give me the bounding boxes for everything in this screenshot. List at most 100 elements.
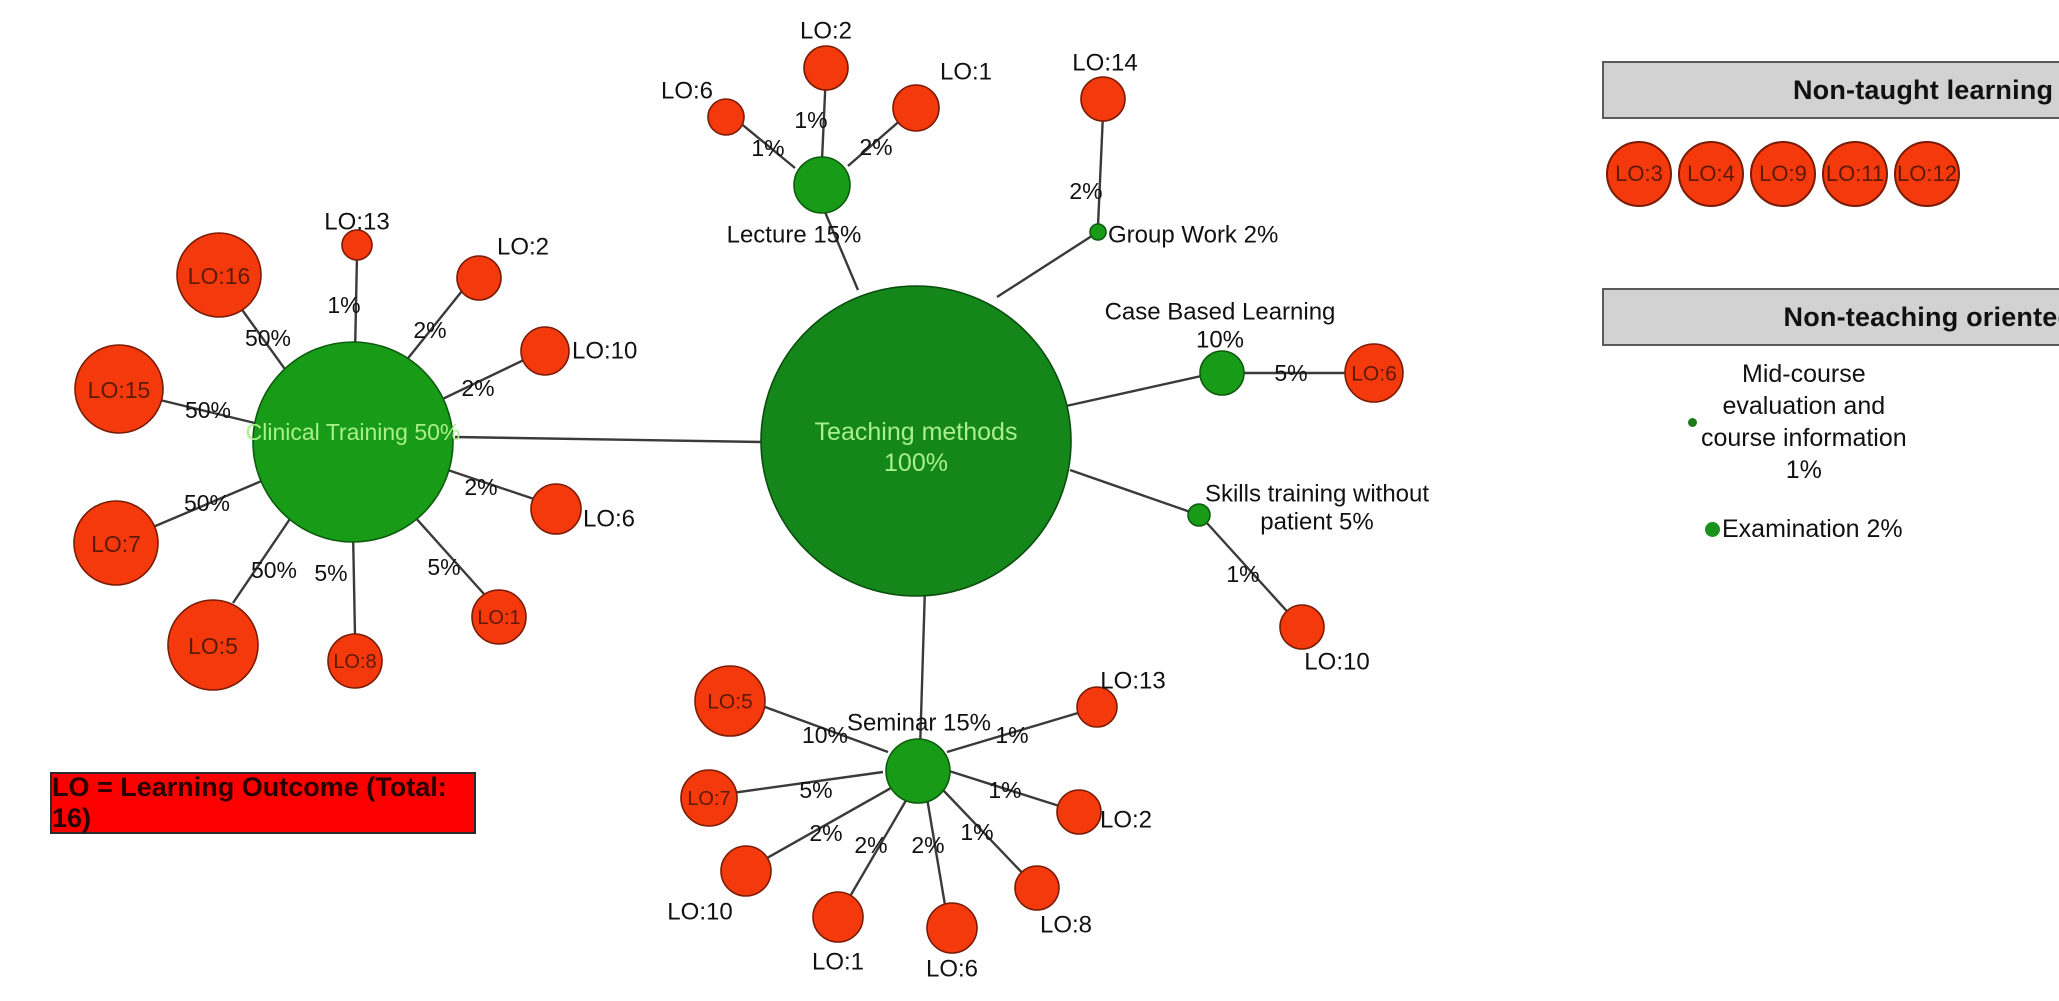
lecture-percent-labels: 1% 1% 2% xyxy=(751,107,892,161)
node-lecture[interactable] xyxy=(793,156,851,214)
edge-hub-seminar xyxy=(918,586,927,751)
pct-groupwork-lo14: 2% xyxy=(1069,178,1102,204)
edge-hub-skills xyxy=(1069,468,1200,517)
node-seminar-lo6[interactable] xyxy=(926,902,978,954)
pct-clinical-lo16: 50% xyxy=(245,325,291,351)
node-clinical-lo10-label: LO:10 xyxy=(572,338,637,365)
node-lecture-lo6[interactable] xyxy=(707,98,745,136)
skills-edges xyxy=(1205,521,1295,620)
pct-seminar-lo6: 2% xyxy=(911,832,944,858)
edge-clinical-lo1 xyxy=(404,505,485,595)
node-cbl-lo6-label: LO:6 xyxy=(1351,363,1397,386)
lo-key-label: LO = Learning Outcome (Total: 16) xyxy=(52,772,447,833)
activity-examination[interactable]: Examination 2% xyxy=(1705,513,1903,545)
node-seminar-lo5-label: LO:5 xyxy=(707,691,753,714)
seminar-edges xyxy=(731,705,1089,918)
non-teaching-activities-header-label: Non-teaching oriented activities xyxy=(1783,301,2059,332)
node-clinical-lo8[interactable] xyxy=(327,633,383,689)
non-taught-lo3[interactable]: LO:3 xyxy=(1606,141,1672,207)
node-seminar-lo8-label: LO:8 xyxy=(1040,912,1092,939)
node-seminar-lo2[interactable] xyxy=(1056,789,1102,835)
node-case-based-learning[interactable] xyxy=(1199,350,1245,396)
edge-lecture-lo6 xyxy=(732,116,796,169)
edge-groupwork-lo14 xyxy=(1096,113,1105,227)
non-taught-lo12-label: LO:12 xyxy=(1897,161,1957,186)
node-clinical-lo7[interactable] xyxy=(73,500,159,586)
node-clinical-lo16[interactable] xyxy=(176,232,262,318)
node-seminar-lo13[interactable] xyxy=(1076,686,1118,728)
node-cbl-line2: 10% xyxy=(1196,327,1244,354)
node-skills-line1: Skills training without xyxy=(1205,481,1429,508)
edge-seminar-lo1 xyxy=(843,796,910,906)
non-taught-lo4[interactable]: LO:4 xyxy=(1678,141,1744,207)
edge-clinical-lo5 xyxy=(232,509,297,604)
node-lecture-label: Lecture 15% xyxy=(727,222,862,249)
node-clinical-lo2-label: LO:2 xyxy=(497,234,549,261)
node-clinical-lo6[interactable] xyxy=(530,483,582,535)
node-clinical-training[interactable] xyxy=(252,341,454,543)
edge-hub-cbl xyxy=(1065,371,1216,408)
edge-clinical-lo2 xyxy=(400,280,471,368)
pct-seminar-lo10: 2% xyxy=(809,820,842,846)
node-group-work[interactable] xyxy=(1089,223,1107,241)
pct-clinical-lo15: 50% xyxy=(185,397,231,423)
edge-hub-groupwork xyxy=(996,230,1099,299)
clinical-percent-labels: 50% 50% 50% 50% 5% 5% 2% 2% 2% 1% xyxy=(184,292,498,586)
node-clinical-lo1-label: LO:1 xyxy=(477,607,520,629)
non-taught-lo9-label: LO:9 xyxy=(1759,161,1807,186)
node-clinical-lo15[interactable] xyxy=(74,344,164,434)
activity-examination-label: Examination 2% xyxy=(1722,515,1903,543)
node-clinical-lo5[interactable] xyxy=(167,599,259,691)
pct-seminar-lo8: 1% xyxy=(960,819,993,845)
edge-seminar-lo5 xyxy=(764,705,889,754)
node-lecture-lo1[interactable] xyxy=(892,84,940,132)
node-clinical-lo1[interactable] xyxy=(471,589,527,645)
node-groupwork-lo14[interactable] xyxy=(1080,76,1126,122)
node-skills-training[interactable] xyxy=(1187,503,1211,527)
node-clinical-lo15-label: LO:15 xyxy=(88,377,151,403)
pct-seminar-lo1: 2% xyxy=(854,832,887,858)
pct-clinical-lo1: 5% xyxy=(427,554,460,580)
node-seminar[interactable] xyxy=(885,738,951,804)
non-taught-lo11[interactable]: LO:11 xyxy=(1822,141,1888,207)
edge-clinical-lo7 xyxy=(152,478,265,529)
node-teaching-methods[interactable] xyxy=(760,285,1072,597)
node-teaching-methods-line1: Teaching methods xyxy=(815,418,1018,446)
node-skills-line2: patient 5% xyxy=(1260,509,1373,536)
activity1-line1: Mid-course xyxy=(1742,360,1866,388)
pct-seminar-lo7: 5% xyxy=(799,777,832,803)
node-seminar-lo7[interactable] xyxy=(680,769,738,827)
edge-seminar-lo2 xyxy=(948,769,1073,812)
activity-mid-course-evaluation[interactable]: Mid-course evaluation and course informa… xyxy=(1688,358,1948,486)
edge-clinical-lo10 xyxy=(429,356,529,407)
node-clinical-lo13[interactable] xyxy=(341,229,373,261)
node-seminar-lo5[interactable] xyxy=(694,665,766,737)
pct-lecture-lo2: 1% xyxy=(794,107,827,133)
node-seminar-lo1[interactable] xyxy=(812,891,864,943)
node-clinical-lo16-label: LO:16 xyxy=(188,263,251,289)
non-taught-lo12[interactable]: LO:12 xyxy=(1894,141,1960,207)
pct-clinical-lo10: 2% xyxy=(461,375,494,401)
non-taught-header: Non-taught learning outcomes xyxy=(1602,61,2059,119)
edge-seminar-lo7 xyxy=(731,770,884,795)
pct-cbl-lo6: 5% xyxy=(1274,360,1307,386)
pct-seminar-lo2: 1% xyxy=(988,777,1021,803)
activity-mid-course-evaluation-label: Mid-course evaluation and course informa… xyxy=(1701,358,1907,486)
edge-hub-lecture xyxy=(823,211,860,291)
non-taught-lo9[interactable]: LO:9 xyxy=(1750,141,1816,207)
node-lecture-lo1-label: LO:1 xyxy=(940,59,992,86)
edge-clinical-lo8 xyxy=(351,529,357,637)
node-clinical-lo10[interactable] xyxy=(520,326,570,376)
node-seminar-lo10[interactable] xyxy=(720,845,772,897)
edge-hub-clinical xyxy=(454,435,763,444)
node-seminar-lo8[interactable] xyxy=(1014,865,1060,911)
node-lecture-lo6-label: LO:6 xyxy=(661,78,713,105)
node-clinical-lo2[interactable] xyxy=(456,255,502,301)
node-lecture-lo2[interactable] xyxy=(803,45,849,91)
node-group-work-label: Group Work 2% xyxy=(1108,222,1278,249)
lo-key-box: LO = Learning Outcome (Total: 16) xyxy=(50,772,476,834)
node-skills-lo10[interactable] xyxy=(1279,604,1325,650)
node-cbl-lo6[interactable] xyxy=(1344,343,1404,403)
pct-seminar-lo13: 1% xyxy=(995,722,1028,748)
